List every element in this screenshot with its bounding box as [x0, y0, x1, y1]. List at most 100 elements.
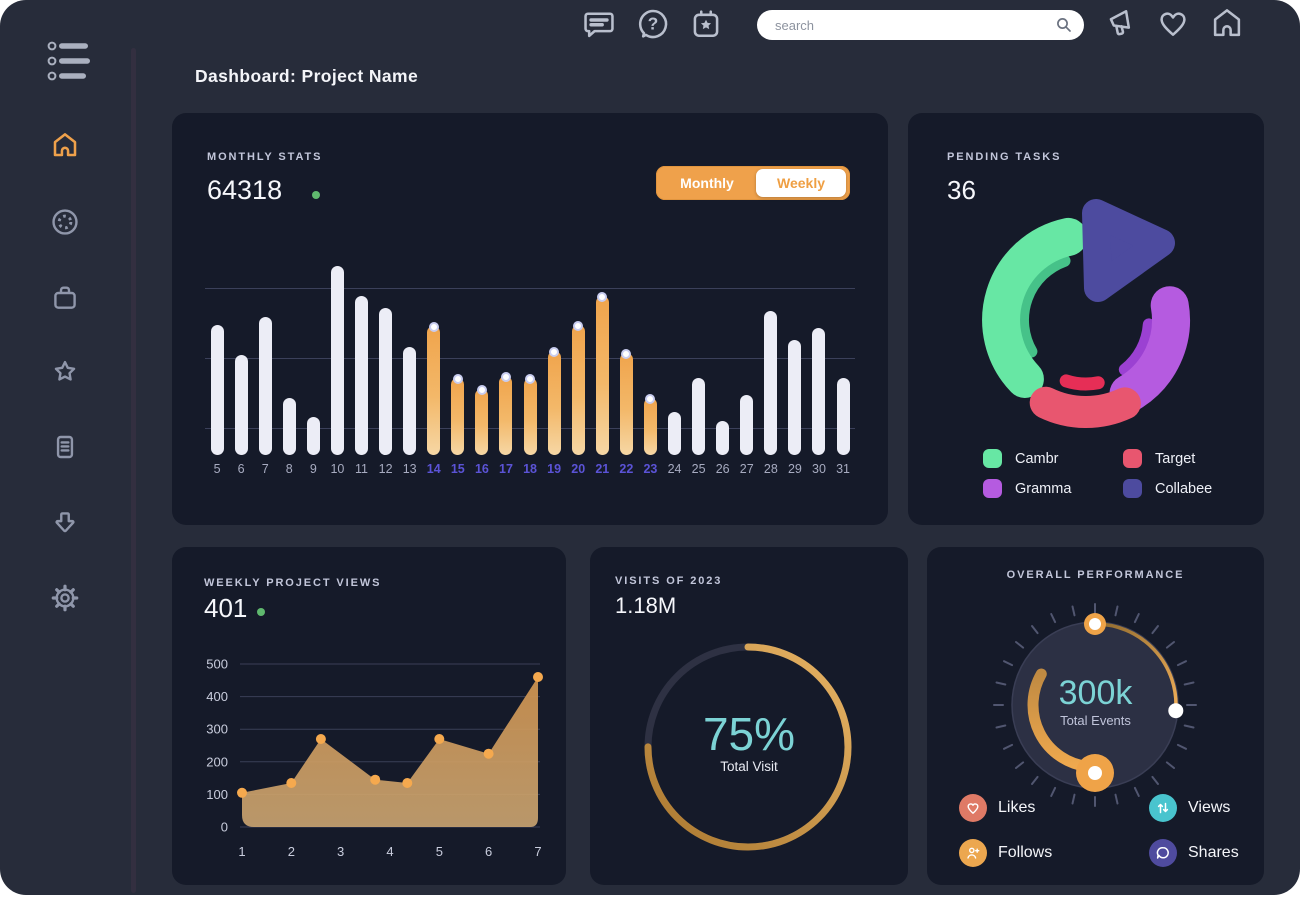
legend-item-target: Target: [1123, 449, 1213, 468]
x-tick-14: 14: [426, 462, 441, 476]
donut-shadow-cambr: [1016, 254, 1071, 358]
gauge-handle-dot[interactable]: [1168, 703, 1184, 719]
pending-tasks-value: 36: [947, 175, 976, 205]
card-title: VISITS OF 2023: [615, 575, 723, 587]
weekly-toggle-button[interactable]: Weekly: [756, 169, 846, 197]
gauge-tick: [1183, 681, 1195, 686]
legend-item-likes: Likes: [959, 794, 1149, 822]
x-tick-1: 1: [238, 844, 245, 859]
x-tick-15: 15: [450, 462, 465, 476]
bar-day-12: [379, 308, 393, 455]
y-tick-200: 200: [206, 754, 228, 769]
visits-card: VISITS OF 2023 1.18M 75% Total Visit: [590, 547, 908, 885]
person-plus-icon: [959, 839, 987, 867]
bar-column-10: [325, 266, 349, 455]
bar-day-9: [306, 417, 320, 455]
download-icon: [55, 512, 75, 533]
x-tick-23: 23: [643, 462, 658, 476]
legend-swatch: [1123, 479, 1142, 498]
gauge-tick: [1151, 775, 1159, 785]
bar-cap-dot: [452, 374, 463, 384]
y-tick-300: 300: [206, 722, 228, 737]
page-title: Dashboard: Project Name: [195, 66, 419, 86]
activity-icon: [52, 209, 78, 235]
legend-swatch: [1123, 449, 1142, 468]
bar-column-11: [349, 288, 373, 455]
gauge-tick: [1050, 786, 1057, 797]
monthly-stats-value: 64318: [207, 175, 283, 205]
megaphone-icon[interactable]: [1103, 4, 1141, 42]
x-tick-17: 17: [499, 462, 513, 476]
sidebar-item-notes[interactable]: [49, 431, 81, 463]
x-tick-12: 12: [378, 462, 393, 476]
data-point-1: [237, 787, 247, 798]
data-point-2: [286, 778, 297, 788]
bar-column-5: [205, 288, 229, 455]
chat-icon[interactable]: [580, 5, 618, 43]
notes-icon: [56, 435, 74, 459]
monthly-bar-chart: [205, 266, 855, 455]
x-tick-3: 3: [337, 844, 344, 859]
gauge-outer-arc: [1093, 622, 1178, 713]
bar-cap-dot: [428, 322, 439, 332]
bar-column-18: [518, 288, 542, 455]
home-icon[interactable]: [1208, 4, 1246, 42]
x-tick-5: 5: [436, 844, 443, 859]
chat-bubble-icon: [1149, 839, 1177, 867]
donut-segment-target: [1029, 386, 1141, 428]
x-tick-20: 20: [571, 462, 586, 476]
bar-column-27: [735, 288, 759, 455]
bar-column-9: [301, 288, 325, 455]
sidebar-item-star[interactable]: [49, 356, 81, 388]
bar-column-30: [807, 288, 831, 455]
status-dot: [312, 191, 320, 199]
sidebar-item-activity[interactable]: [49, 206, 81, 238]
sidebar-item-home[interactable]: [49, 129, 81, 161]
sidebar-item-download[interactable]: [49, 507, 81, 539]
bar-day-28: [764, 311, 778, 455]
performance-card: OVERALL PERFORMANCE 300k Total Events Li…: [927, 547, 1264, 885]
visits-value: 1.18M: [615, 593, 677, 618]
visits-progress-ring: [590, 547, 908, 885]
bar-day-26: [716, 421, 730, 455]
calendar-event-icon[interactable]: [687, 5, 725, 43]
legend-item-cambr: Cambr: [983, 449, 1123, 468]
gridline: [205, 288, 855, 289]
gauge-tick: [1003, 743, 1014, 750]
bar-day-23: [643, 394, 657, 455]
x-tick-6: 6: [485, 844, 492, 859]
y-tick-400: 400: [206, 689, 228, 704]
x-tick-16: 16: [474, 462, 489, 476]
bar-column-14: [422, 288, 446, 455]
sidebar-divider: [131, 48, 136, 893]
bar-column-22: [614, 288, 638, 455]
menu-icon[interactable]: [42, 38, 94, 88]
heart-icon[interactable]: [1154, 4, 1192, 42]
bar-day-22: [619, 349, 633, 455]
bar-day-7: [258, 317, 272, 455]
x-tick-11: 11: [355, 462, 368, 476]
bar-day-20: [571, 321, 585, 455]
sidebar-item-settings[interactable]: [49, 582, 81, 614]
y-tick-500: 500: [206, 657, 228, 672]
home-icon: [53, 133, 77, 157]
monthly-stats-card: MONTHLY STATS 64318 Monthly Weekly 5 6 7 8 9…: [172, 113, 888, 525]
bar-day-18: [523, 374, 537, 455]
bar-cap-dot: [573, 321, 584, 331]
gauge-tick: [1071, 605, 1076, 617]
weekly-views-card: 500 400 300 200 100 0 1 2 3 4 5 6 7 WEEKLY PROJECT V…: [172, 547, 566, 885]
x-tick-28: 28: [763, 462, 778, 476]
settings-icon: [51, 584, 79, 612]
bar-cap-dot: [549, 347, 560, 357]
sidebar-item-bag[interactable]: [49, 281, 81, 313]
search-input[interactable]: [757, 10, 1084, 40]
help-icon[interactable]: ?: [634, 5, 672, 43]
monthly-toggle-button[interactable]: Monthly: [656, 166, 758, 200]
card-title: PENDING TASKS: [947, 151, 1062, 163]
legend-label: Shares: [1188, 844, 1239, 861]
bar-day-17: [499, 372, 513, 455]
donut-segment-gramma: [1109, 286, 1190, 413]
pending-tasks-legend: Cambr Target Gramma Collabee: [983, 449, 1213, 498]
legend-item-gramma: Gramma: [983, 479, 1123, 498]
donut-shadow-gramma: [1118, 318, 1155, 376]
